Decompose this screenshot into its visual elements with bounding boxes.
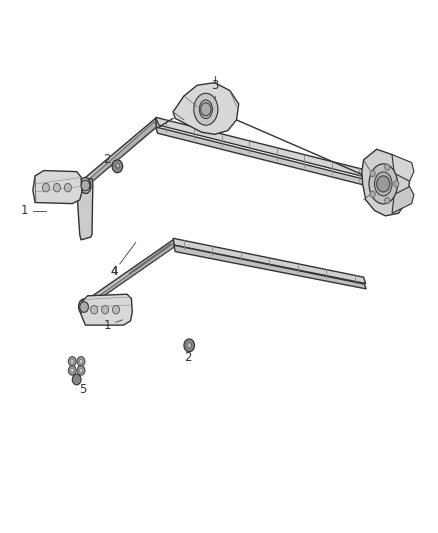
Polygon shape <box>173 83 239 134</box>
Ellipse shape <box>199 100 212 118</box>
Circle shape <box>64 183 71 192</box>
Circle shape <box>113 305 120 314</box>
Polygon shape <box>362 149 410 216</box>
Polygon shape <box>155 127 370 187</box>
Ellipse shape <box>80 177 91 193</box>
Polygon shape <box>392 187 414 213</box>
Circle shape <box>201 103 211 116</box>
Text: 5: 5 <box>80 383 87 395</box>
Circle shape <box>68 366 76 375</box>
Circle shape <box>385 197 390 204</box>
Circle shape <box>394 181 399 187</box>
Circle shape <box>72 374 81 385</box>
Circle shape <box>71 359 74 364</box>
Ellipse shape <box>194 93 218 125</box>
Circle shape <box>370 191 375 197</box>
Ellipse shape <box>374 172 392 196</box>
Circle shape <box>187 343 191 348</box>
Circle shape <box>184 339 194 352</box>
Circle shape <box>370 171 375 177</box>
Circle shape <box>53 183 60 192</box>
Circle shape <box>42 183 49 192</box>
Circle shape <box>80 302 88 312</box>
Polygon shape <box>81 240 175 310</box>
Polygon shape <box>174 245 366 289</box>
Polygon shape <box>83 122 156 188</box>
Circle shape <box>68 357 76 366</box>
Polygon shape <box>81 118 157 189</box>
Circle shape <box>79 359 83 364</box>
Polygon shape <box>155 117 371 179</box>
Text: 2: 2 <box>184 351 192 364</box>
Circle shape <box>71 368 74 373</box>
Circle shape <box>79 368 83 373</box>
Circle shape <box>112 160 123 173</box>
Text: 3: 3 <box>211 79 218 92</box>
Circle shape <box>377 176 390 192</box>
Ellipse shape <box>369 164 398 204</box>
Polygon shape <box>392 155 414 181</box>
Polygon shape <box>81 294 132 325</box>
Text: 1: 1 <box>20 204 28 217</box>
Text: 4: 4 <box>110 265 118 278</box>
Polygon shape <box>83 243 175 309</box>
Circle shape <box>81 180 90 191</box>
Polygon shape <box>173 238 366 284</box>
Circle shape <box>77 357 85 366</box>
Polygon shape <box>33 171 82 204</box>
Circle shape <box>102 305 109 314</box>
Circle shape <box>77 366 85 375</box>
Circle shape <box>115 164 120 169</box>
Text: 4: 4 <box>110 265 118 278</box>
Ellipse shape <box>78 299 90 315</box>
Polygon shape <box>77 179 93 240</box>
Text: 1: 1 <box>103 319 111 332</box>
Circle shape <box>91 305 98 314</box>
Text: 2: 2 <box>103 154 111 166</box>
Circle shape <box>385 164 390 171</box>
